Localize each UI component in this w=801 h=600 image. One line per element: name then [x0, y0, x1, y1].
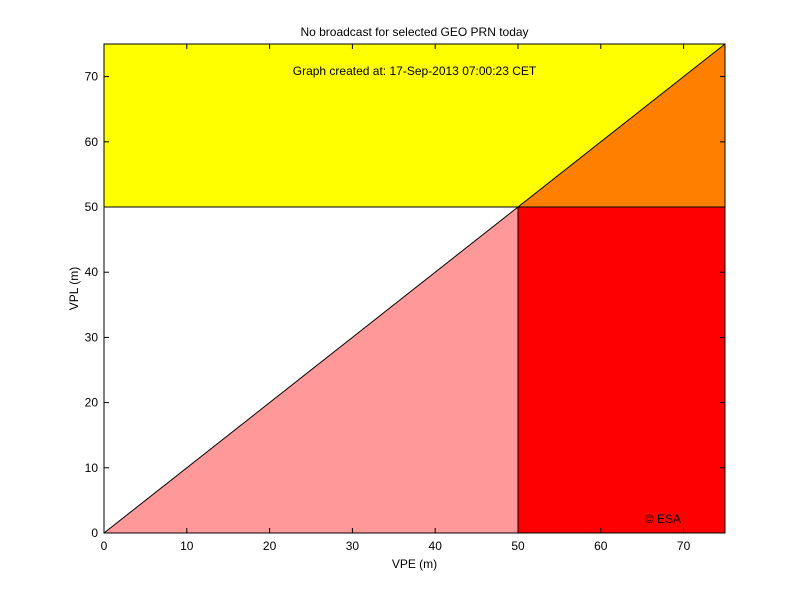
- x-tick-label: 0: [101, 539, 108, 553]
- region-4: [518, 207, 725, 533]
- y-axis-label: VPL (m): [67, 267, 81, 311]
- x-tick-label: 60: [594, 539, 608, 553]
- y-tick-label: 30: [85, 330, 99, 344]
- x-tick-label: 20: [263, 539, 277, 553]
- y-tick-label: 20: [85, 396, 99, 410]
- x-axis-label: VPE (m): [392, 557, 437, 571]
- chart-lines: [103, 43, 726, 534]
- x-tick-label: 70: [677, 539, 691, 553]
- timestamp-annotation: Graph created at: 17-Sep-2013 07:00:23 C…: [293, 64, 537, 78]
- y-tick-label: 50: [85, 200, 99, 214]
- y-tick-label: 40: [85, 265, 99, 279]
- x-tick-label: 40: [429, 539, 443, 553]
- y-tick-label: 0: [91, 526, 98, 540]
- chart-title: No broadcast for selected GEO PRN today: [300, 25, 528, 39]
- diagonal-line: [103, 43, 726, 534]
- x-tick-label: 30: [346, 539, 360, 553]
- y-tick-label: 60: [85, 135, 99, 149]
- chart-ticks: 0 10 20 30 40 50 60 70 0 10 20 30 40 50 60 70: [85, 44, 725, 553]
- x-tick-label: 50: [511, 539, 525, 553]
- plot-frame: [103, 43, 726, 534]
- y-tick-label: 70: [85, 70, 99, 84]
- watermark: © ESA: [645, 512, 681, 526]
- y-tick-label: 10: [85, 461, 99, 475]
- x-tick-label: 10: [180, 539, 194, 553]
